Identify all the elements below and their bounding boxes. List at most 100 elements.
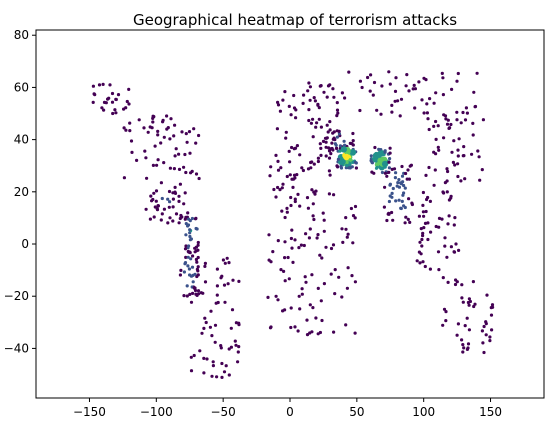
data-point xyxy=(331,87,335,91)
data-point xyxy=(449,122,453,127)
data-point xyxy=(296,192,300,196)
data-point xyxy=(379,112,383,116)
data-point xyxy=(371,93,375,97)
data-point xyxy=(160,212,164,216)
data-point xyxy=(165,114,169,118)
data-point xyxy=(223,261,227,265)
data-point xyxy=(335,101,339,105)
data-point xyxy=(461,110,465,115)
data-point xyxy=(351,214,356,218)
data-point xyxy=(396,99,400,103)
data-point xyxy=(393,176,397,180)
data-point xyxy=(455,79,459,83)
data-point xyxy=(191,254,195,258)
data-point xyxy=(432,124,436,128)
data-point xyxy=(222,370,227,374)
data-point xyxy=(154,199,158,203)
data-point xyxy=(283,308,287,312)
y-tick-label: 60 xyxy=(14,80,29,94)
data-point xyxy=(369,73,373,77)
data-point xyxy=(471,133,475,137)
data-point xyxy=(309,121,313,125)
y-tick-label: 0 xyxy=(21,237,29,251)
data-point xyxy=(189,369,194,373)
data-point xyxy=(307,236,311,240)
data-point xyxy=(475,71,479,75)
data-point xyxy=(167,205,171,209)
data-point xyxy=(396,181,400,185)
data-point xyxy=(450,87,454,91)
data-point xyxy=(467,328,471,332)
data-point xyxy=(220,361,224,366)
data-point xyxy=(91,100,95,104)
data-point xyxy=(388,157,392,161)
data-point xyxy=(173,154,177,158)
data-point xyxy=(351,131,355,136)
data-point xyxy=(466,342,471,346)
data-point xyxy=(404,84,408,88)
data-point xyxy=(393,89,398,93)
data-point xyxy=(456,148,460,152)
data-point xyxy=(413,106,417,110)
data-point xyxy=(193,288,198,293)
data-point xyxy=(325,123,329,127)
data-point xyxy=(425,111,429,115)
data-point xyxy=(122,126,126,130)
data-point xyxy=(434,224,438,229)
data-point xyxy=(215,284,219,288)
data-point xyxy=(320,318,324,323)
data-point xyxy=(167,189,172,194)
data-point xyxy=(426,237,430,242)
data-point xyxy=(172,134,176,138)
data-point xyxy=(183,152,187,157)
data-point xyxy=(298,307,302,311)
data-point xyxy=(316,156,320,160)
data-point xyxy=(462,145,466,149)
data-point xyxy=(402,191,406,195)
data-point xyxy=(460,296,464,300)
data-point xyxy=(311,306,315,310)
data-point xyxy=(180,215,184,219)
data-point xyxy=(215,293,219,297)
data-point xyxy=(417,250,421,254)
data-point xyxy=(351,139,355,143)
data-point xyxy=(344,323,348,327)
data-point xyxy=(391,186,395,191)
data-point xyxy=(426,195,430,200)
data-point xyxy=(91,84,95,88)
data-point xyxy=(388,151,392,155)
data-point xyxy=(101,82,105,86)
data-point xyxy=(291,260,295,264)
data-point xyxy=(110,91,115,96)
data-point xyxy=(290,145,294,150)
data-point xyxy=(195,267,199,271)
data-point xyxy=(422,226,426,230)
data-point xyxy=(347,70,351,74)
data-point xyxy=(387,160,391,164)
data-point xyxy=(446,280,450,284)
data-point xyxy=(353,204,358,209)
data-point xyxy=(208,325,212,329)
data-point xyxy=(385,218,389,223)
data-point xyxy=(466,346,470,350)
data-point xyxy=(343,143,347,147)
data-point xyxy=(204,320,208,325)
data-point xyxy=(302,243,306,248)
data-point xyxy=(442,307,447,311)
data-point xyxy=(155,207,159,211)
data-point xyxy=(456,71,460,76)
data-point xyxy=(185,294,189,298)
data-point xyxy=(178,182,182,186)
data-point xyxy=(407,197,411,201)
data-point xyxy=(442,136,446,140)
data-point xyxy=(194,249,198,253)
data-point xyxy=(455,118,459,122)
data-point xyxy=(106,97,110,101)
data-point xyxy=(276,239,280,243)
data-point xyxy=(292,147,296,151)
data-point xyxy=(406,217,410,221)
data-point xyxy=(302,93,306,97)
data-point xyxy=(313,99,317,103)
data-point xyxy=(316,286,320,290)
